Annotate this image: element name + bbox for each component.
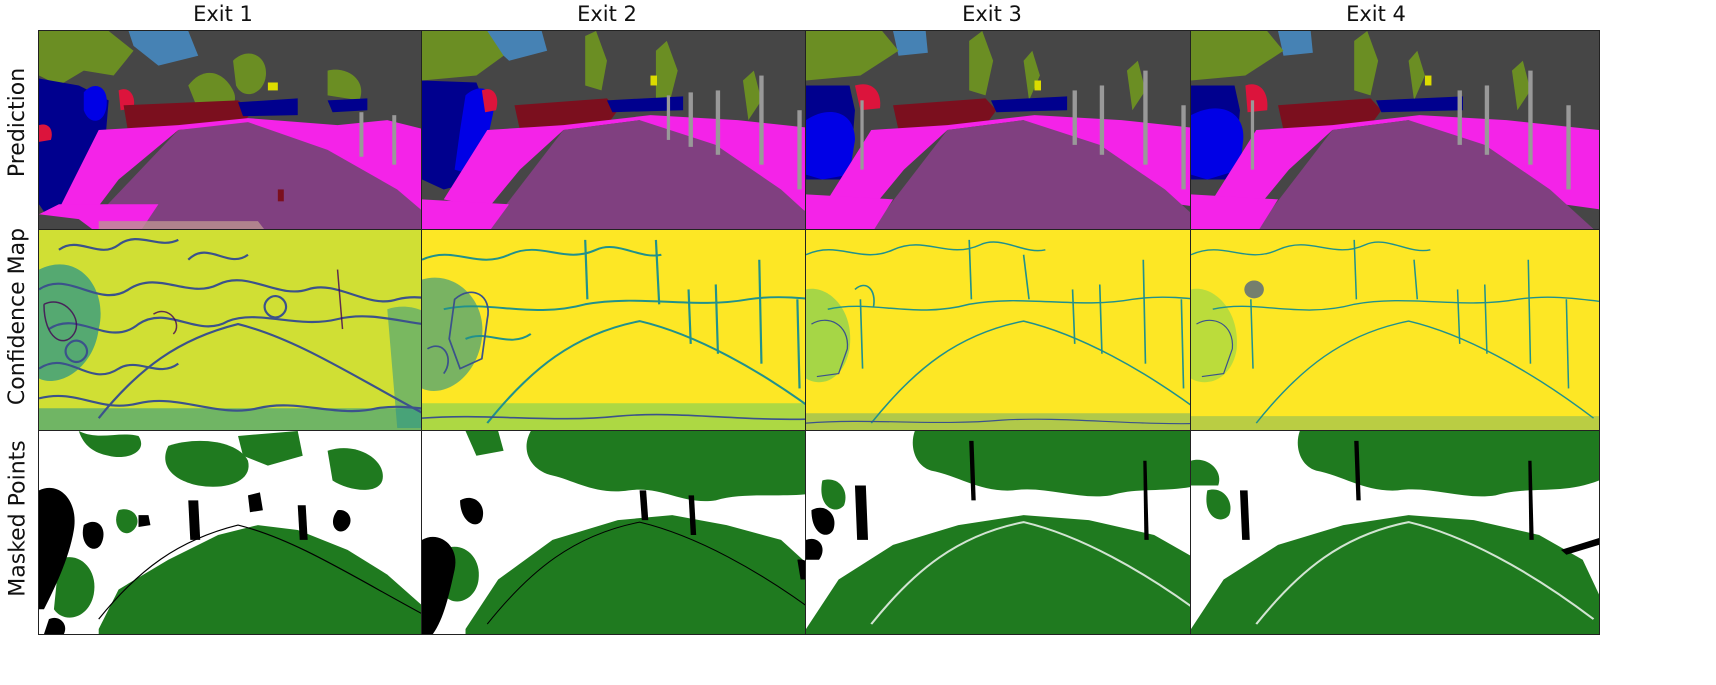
row-label-prediction: Prediction	[3, 18, 33, 226]
row-label-confidence-map: Confidence Map	[3, 212, 33, 420]
row-label-prediction-text: Prediction	[5, 67, 31, 177]
masked-points-exit-1	[38, 430, 448, 635]
column-title-exit-4: Exit 4	[1346, 2, 1406, 26]
column-title-exit-1: Exit 1	[193, 2, 253, 26]
prediction-exit-2	[421, 30, 831, 235]
masked-points-exit-3	[805, 430, 1215, 635]
column-title-exit-3: Exit 3	[962, 2, 1022, 26]
confidence-map-exit-3	[805, 229, 1215, 434]
masked-points-exit-2	[421, 430, 831, 635]
confidence-map-exit-1	[38, 229, 448, 434]
row-label-confidence-map-text: Confidence Map	[5, 227, 31, 405]
masked-points-exit-4	[1190, 430, 1600, 635]
row-label-masked-points: Masked Points	[3, 414, 33, 622]
prediction-exit-1	[38, 30, 448, 235]
confidence-map-exit-4	[1190, 229, 1600, 434]
row-label-masked-points-text: Masked Points	[5, 439, 31, 597]
column-title-exit-2: Exit 2	[577, 2, 637, 26]
prediction-exit-3	[805, 30, 1215, 235]
confidence-map-exit-2	[421, 229, 831, 434]
prediction-exit-4	[1190, 30, 1600, 235]
